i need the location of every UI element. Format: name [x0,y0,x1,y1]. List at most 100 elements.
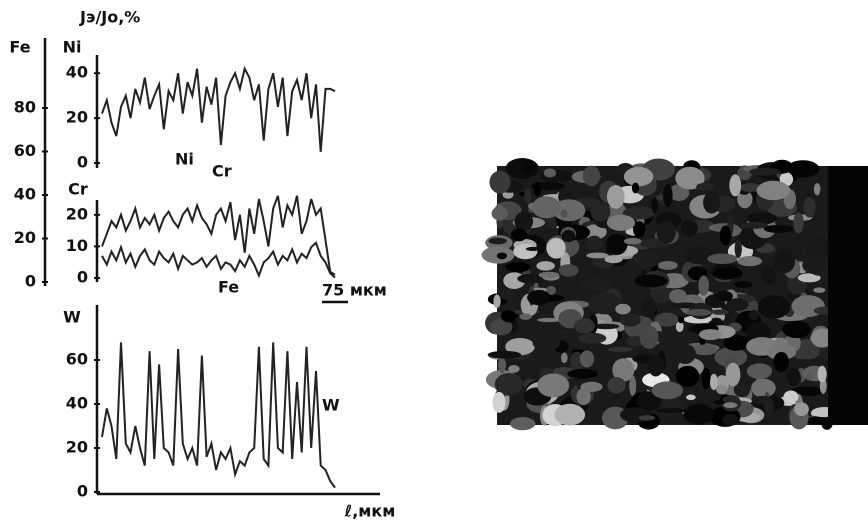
micrograph-grain [710,374,718,390]
micrograph-grain [533,335,560,351]
micrograph-grain [624,238,642,245]
micrograph-grain [656,408,689,413]
micrograph-grain [692,345,717,356]
micrograph-grain [658,261,678,270]
micrograph-grain [714,268,743,279]
series-label: Cr [212,162,232,181]
micrograph-grain [723,402,737,408]
series-label: Fe [218,278,239,297]
micrograph-grain [735,239,742,258]
micrograph-grain [580,278,612,290]
micrograph-grain [642,297,656,318]
micrograph-grain [534,182,542,196]
micrograph-grain [814,183,821,195]
micrograph [482,158,868,430]
y-tick-label: 40 [66,63,88,82]
y-tick-label: 40 [66,394,88,413]
y2-tick-label: 60 [14,141,36,160]
micrograph-grain [489,238,507,245]
micrograph-grain [524,188,531,203]
micrograph-grain [624,167,654,187]
micrograph-grain [818,366,827,383]
micrograph-grain [583,166,600,187]
micrograph-grain [751,379,776,398]
micrograph-grain [794,402,809,416]
y-label: Cr [68,180,88,199]
micrograph-grain [773,250,795,274]
micrograph-grain [558,329,568,334]
micrograph-grain [734,281,752,288]
micrograph-grain [716,291,733,302]
y-label: Ni [63,38,82,57]
micrograph-grain [567,369,598,379]
micrograph-grain [501,310,517,322]
micrograph-grain [634,275,667,288]
y2-tick-label: 20 [14,228,36,247]
micrograph-grain [786,368,800,387]
micrograph-grain [561,209,568,218]
micrograph-grain [657,221,676,244]
micrograph-grain [726,363,741,387]
micrograph-grain [698,275,709,295]
micrograph-grain [596,401,602,408]
y-tick-label: 20 [66,204,88,223]
micrograph-grain [606,234,628,255]
micrograph-grain [802,257,827,274]
micrograph-grain [764,225,794,233]
micrograph-grain [703,192,720,214]
micrograph-grain [681,220,698,236]
micrograph-grain [519,313,532,319]
scale-bar-label: 75 мкм [322,281,387,300]
micrograph-grain [640,325,659,349]
micrograph-grain [716,385,727,395]
y-tick-label: 20 [66,438,88,457]
micrograph-grain [505,262,530,272]
micrograph-grain [656,195,664,201]
micrograph-grain [580,350,594,367]
micrograph-grain [547,238,566,259]
micrograph-grain [737,256,762,266]
micrograph-grain [707,253,737,264]
micrograph-grain [747,363,772,379]
micrograph-grain [554,404,585,426]
micrograph-grain [761,266,776,285]
micrograph-grain [561,230,575,242]
micrograph-grain [586,253,609,259]
micrograph-grain [607,215,635,231]
micrograph-grain [586,236,602,250]
micrograph-grain [669,289,687,303]
micrograph-grain [652,381,683,399]
micrograph-grain [536,261,555,271]
micrograph-grain [493,294,500,308]
micrograph-grain [576,388,590,405]
micrograph-grain [684,246,713,264]
micrograph-grain [532,196,561,218]
micrograph-grain [758,295,790,319]
micrograph-grain [676,366,700,387]
micrograph-grain [729,174,741,196]
micrograph-grain [757,181,791,200]
y-tick-label: 0 [77,153,88,172]
micrograph-grain [720,225,731,245]
micrograph-grain [749,310,758,320]
micrograph-grain [773,352,789,372]
micrograph-grain [615,304,630,315]
micrograph-grain [497,252,507,259]
micrograph-grain [803,197,815,218]
y-tick-label: 60 [66,350,88,369]
y-tick-label: 20 [66,108,88,127]
micrograph-grain [492,392,505,413]
micrograph-grain [492,206,508,220]
micrograph-grain [508,365,520,373]
micrograph-grain [793,212,803,233]
y2-tick-label: 40 [14,185,36,204]
micrograph-grain [684,404,714,424]
series-label: W [322,396,340,415]
micrograph-grain [714,400,725,405]
micrograph-grain [559,264,579,276]
micrograph-grain [561,353,568,364]
micrograph-grain [782,321,810,338]
micrograph-grain [774,338,788,349]
micrograph-grain [574,319,595,334]
micrograph-grain [489,171,510,194]
